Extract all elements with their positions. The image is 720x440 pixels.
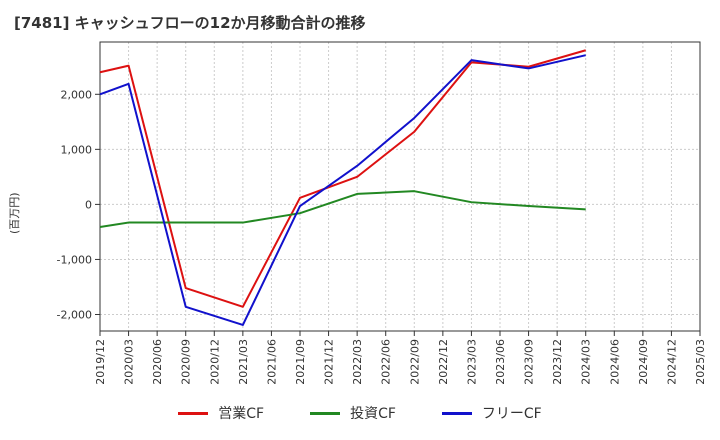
chart-title: [7481] キャッシュフローの12か月移動合計の推移	[14, 14, 366, 32]
plot-frame	[99, 41, 701, 332]
legend-swatch	[178, 411, 209, 415]
x-tick-label: 2024/12	[665, 339, 678, 385]
series-line-投資CF	[99, 190, 586, 228]
legend-item: 営業CF	[178, 403, 264, 423]
x-tick-label: 2023/03	[465, 339, 478, 385]
series-line-営業CF	[99, 49, 586, 308]
x-tick-label: 2024/06	[608, 339, 621, 385]
legend-label: 投資CF	[350, 406, 396, 422]
x-tick-label: 2019/12	[94, 339, 107, 385]
y-tick-label: 0	[85, 198, 92, 211]
legend: 営業CF 投資CF フリーCF	[0, 403, 720, 423]
y-tick-label: 1,000	[61, 143, 93, 156]
legend-label: フリーCF	[481, 406, 542, 422]
series-line-フリーCF	[99, 54, 586, 326]
x-tick-label: 2020/03	[123, 339, 136, 385]
legend-item: フリーCF	[441, 403, 542, 423]
x-tick-label: 2021/12	[323, 339, 336, 385]
x-tick-label: 2023/06	[494, 339, 507, 385]
x-tick-label: 2021/09	[294, 339, 307, 385]
x-tick-label: 2020/09	[180, 339, 193, 385]
x-tick-label: 2023/12	[551, 339, 564, 385]
legend-label: 営業CF	[218, 406, 265, 422]
y-tick-label: -1,000	[57, 253, 92, 266]
x-tick-label: 2024/03	[580, 339, 593, 385]
legend-swatch	[310, 411, 341, 415]
legend-item: 投資CF	[310, 403, 396, 423]
x-tick-label: 2021/03	[237, 339, 250, 385]
y-tick-label: 2,000	[61, 88, 93, 101]
x-tick-label: 2022/09	[408, 339, 421, 385]
x-tick-label: 2020/06	[151, 339, 164, 385]
x-tick-label: 2022/12	[437, 339, 450, 385]
y-tick-label: -2,000	[57, 308, 92, 321]
x-tick-label: 2020/12	[208, 339, 221, 385]
x-tick-label: 2023/09	[523, 339, 536, 385]
x-tick-label: 2022/06	[380, 339, 393, 385]
x-tick-label: 2022/03	[351, 339, 364, 385]
x-tick-label: 2021/06	[265, 339, 278, 385]
legend-swatch	[441, 411, 472, 415]
x-tick-label: 2025/03	[694, 339, 707, 385]
x-tick-label: 2024/09	[637, 339, 650, 385]
